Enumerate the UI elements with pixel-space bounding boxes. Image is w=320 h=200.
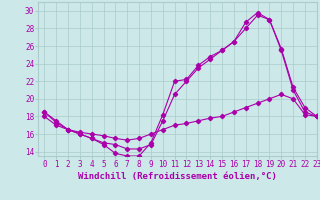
X-axis label: Windchill (Refroidissement éolien,°C): Windchill (Refroidissement éolien,°C) <box>78 172 277 181</box>
